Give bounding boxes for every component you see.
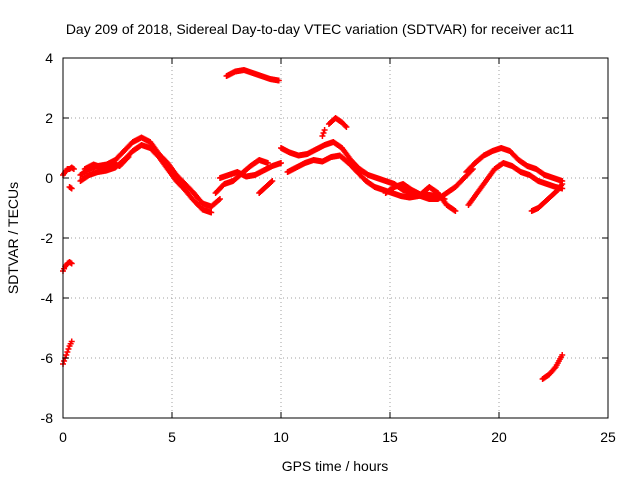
x-tick-label: 0 [59, 429, 67, 445]
x-axis-label: GPS time / hours [282, 458, 389, 474]
series-arc-11 [223, 67, 282, 84]
data-point-marker [264, 160, 271, 166]
y-tick-label: 0 [45, 170, 53, 186]
x-tick-label: 20 [491, 429, 507, 445]
data-point-marker [68, 260, 75, 267]
data-point-marker [70, 166, 77, 172]
grid [63, 58, 608, 418]
series-arc-10 [256, 178, 276, 196]
data-point-marker [275, 77, 282, 84]
data-point-marker [559, 352, 566, 358]
series-arc-14 [325, 115, 350, 130]
series-arc-9 [212, 157, 271, 196]
x-tick-label: 10 [273, 429, 289, 445]
series-arc-17 [463, 145, 566, 184]
y-tick-label: 4 [45, 50, 53, 66]
series-arc-1 [60, 164, 77, 178]
series-arc-20 [539, 352, 566, 382]
data-point-marker [216, 196, 223, 202]
y-tick-label: -4 [41, 290, 54, 306]
data-point-marker [268, 179, 275, 185]
data-point-marker [319, 133, 326, 139]
x-tick-label: 5 [168, 429, 176, 445]
data-point-marker [61, 358, 68, 364]
data-point-marker [452, 208, 459, 214]
series-arc-8 [216, 160, 284, 181]
data-point-marker [342, 122, 349, 129]
series-arc-19 [528, 181, 566, 214]
data-point-marker [68, 185, 75, 192]
y-tick-label: 2 [45, 110, 53, 126]
data-point-marker [65, 346, 72, 352]
y-tick-label: -2 [41, 230, 54, 246]
y-tick-label: -6 [41, 350, 54, 366]
data-point-marker [320, 130, 327, 136]
data-point-marker [64, 349, 71, 355]
data-point-marker [68, 338, 75, 345]
data-point-marker [343, 124, 350, 130]
series-arc-15 [319, 127, 328, 139]
data-point-marker [215, 196, 222, 203]
series-arc-4 [60, 338, 75, 367]
x-tick-label: 15 [382, 429, 398, 445]
data-point-marker [125, 154, 132, 160]
data-point-marker [559, 181, 566, 187]
y-tick-label: -8 [41, 410, 54, 426]
series-arc-2 [66, 184, 75, 192]
data-point-marker [124, 155, 131, 162]
chart-title: Day 209 of 2018, Sidereal Day-to-day VTE… [66, 21, 575, 37]
series-arc-16 [382, 181, 459, 214]
series-arc-12 [278, 139, 476, 202]
data-points [60, 67, 566, 382]
data-point-marker [63, 352, 70, 358]
data-point-marker [321, 127, 328, 133]
series-arc-6 [77, 142, 215, 216]
axis-ticks: 0 5 10 15 20 25 -8 -6 -4 -2 0 2 4 [41, 50, 616, 445]
series-arc-7 [81, 154, 132, 172]
x-tick-label: 25 [600, 429, 616, 445]
series-arc-3 [60, 259, 75, 274]
y-axis-label: SDTVAR / TECUs [5, 182, 21, 294]
data-point-marker [208, 209, 215, 216]
series-arc-18 [465, 160, 566, 208]
data-point-marker [278, 160, 284, 166]
data-point-marker [269, 178, 276, 184]
series-arc-13 [284, 152, 448, 202]
